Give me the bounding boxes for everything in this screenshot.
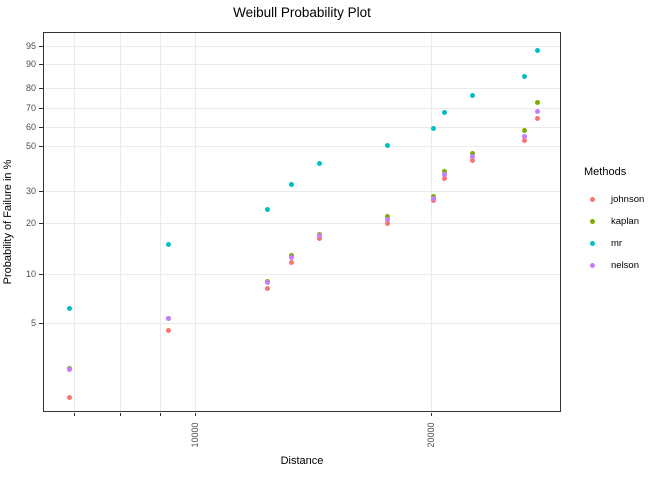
data-point-johnson [522,138,528,144]
y-tick [39,190,43,192]
y-tick [39,322,43,324]
data-point-johnson [469,157,475,163]
data-point-johnson [317,236,323,242]
x-tick [195,413,197,416]
data-point-mr [469,93,475,99]
data-point-mr [66,306,72,312]
data-point-mr [522,74,528,80]
data-point-johnson [430,198,436,204]
x-tick [74,413,76,416]
x-axis-title: Distance [280,455,324,467]
y-tick [39,64,43,66]
y-tick [39,46,43,48]
legend-item-label: nelson [611,259,639,271]
y-tick [39,126,43,128]
data-point-nelson [522,133,528,139]
legend-key-dot [590,196,595,202]
x-tick [119,413,121,416]
data-point-nelson [385,216,391,222]
y-tick-label: 50 [25,140,36,151]
y-gridline [43,64,561,66]
y-gridline [43,88,561,90]
data-point-mr [288,181,294,187]
y-tick-label: 95 [25,41,36,52]
legend: Methods johnson kaplan mr nelson [578,160,672,276]
data-point-nelson [442,171,448,177]
x-gridline [195,32,197,412]
data-point-nelson [264,279,270,285]
x-gridline [431,32,433,412]
y-gridline [43,145,561,147]
y-gridline [43,108,561,110]
legend-item-mr: mr [578,232,672,254]
x-gridline [74,32,76,412]
legend-key-dot [590,218,595,224]
x-tick [431,413,433,416]
x-gridline [119,32,121,412]
y-tick-label: 30 [25,185,36,196]
plot-title: Weibull Probability Plot [233,5,371,20]
data-point-mr [317,161,323,167]
data-point-nelson [534,108,540,114]
data-point-nelson [430,195,436,201]
legend-item-label: johnson [611,193,645,205]
y-tick-label: 70 [25,103,36,114]
x-tick [159,413,161,416]
data-point-nelson [288,255,294,261]
x-tick-label: 10000 [190,422,201,448]
data-point-kaplan [534,99,540,105]
data-point-johnson [288,259,294,265]
y-gridline [43,222,561,224]
y-gridline [43,273,561,275]
data-point-kaplan [469,150,475,156]
y-tick [39,88,43,90]
y-tick-label: 10 [25,268,36,279]
legend-item-label: mr [611,237,623,249]
data-point-johnson [442,176,448,181]
data-point-mr [442,110,448,116]
data-point-nelson [66,366,72,372]
y-tick-label: 90 [25,59,36,70]
data-point-nelson [166,316,172,322]
legend-item-label: kaplan [611,215,639,227]
y-tick [39,108,43,110]
y-gridline [43,190,561,192]
y-tick-label: 60 [25,121,36,132]
data-point-nelson [469,153,475,159]
legend-item-johnson: johnson [578,188,672,210]
data-point-mr [430,126,436,132]
x-tick-label: 20000 [426,422,437,448]
y-tick [39,273,43,275]
y-gridline [43,126,561,128]
data-point-mr [385,143,391,149]
data-point-johnson [66,394,72,400]
y-tick-label: 5 [30,317,36,328]
y-gridline [43,46,561,48]
x-gridline [159,32,161,412]
data-point-johnson [534,115,540,121]
legend-items: johnson kaplan mr nelson [578,188,672,276]
data-point-johnson [264,286,270,292]
data-point-mr [534,48,540,54]
legend-key-dot [590,240,595,246]
legend-title: Methods [584,166,627,178]
legend-item-nelson: nelson [578,254,672,276]
data-point-kaplan [522,127,528,133]
data-point-johnson [385,221,391,226]
y-gridline [43,322,561,324]
y-tick-label: 20 [25,217,36,228]
y-tick [39,222,43,224]
data-point-mr [264,207,270,213]
y-tick-label: 80 [25,83,36,94]
legend-key-dot [590,262,595,268]
legend-item-kaplan: kaplan [578,210,672,232]
data-point-mr [166,242,172,248]
y-tick [39,145,43,147]
data-point-nelson [317,233,323,239]
data-point-johnson [166,327,172,333]
